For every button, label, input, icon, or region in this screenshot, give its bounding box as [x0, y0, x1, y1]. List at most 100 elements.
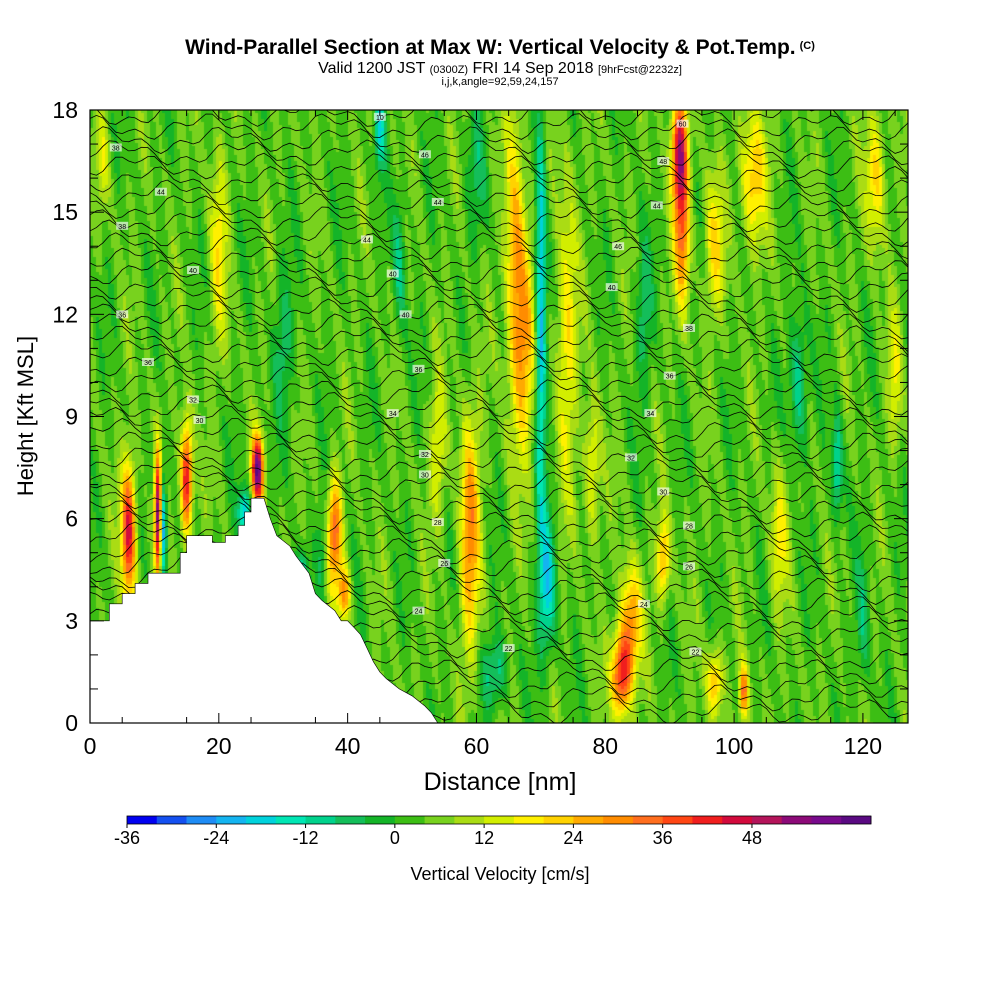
- contour-label: 44: [157, 190, 165, 197]
- theta-contour: [90, 339, 908, 367]
- colorbar-swatch: [543, 816, 574, 824]
- colorbar-swatch: [454, 816, 485, 824]
- theta-contour: [90, 192, 908, 221]
- contour-label-bg: [612, 242, 625, 251]
- contour-label: 38: [118, 224, 126, 231]
- colorbar-tick-label: 24: [563, 828, 583, 848]
- x-axis-label: Distance [nm]: [424, 768, 577, 796]
- theta-contour: [90, 431, 908, 460]
- y-axis-label: Height [Kft MSL]: [13, 336, 38, 496]
- colorbar-swatch: [305, 816, 336, 824]
- contour-label: 36: [415, 367, 423, 374]
- contour-label: 28: [685, 523, 693, 530]
- theta-contour: [90, 365, 908, 393]
- contour-label: 30: [421, 472, 429, 479]
- theta-contour: [90, 325, 908, 353]
- contour-label: 10: [376, 115, 384, 122]
- x-tick-label: 40: [335, 733, 361, 759]
- colorbar-swatch: [632, 816, 664, 824]
- contour-label-bg: [399, 310, 412, 319]
- theta-contour: [90, 479, 908, 513]
- colorbar-swatch: [603, 816, 634, 824]
- theta-contour: [90, 454, 908, 486]
- x-tick-label: 60: [464, 733, 490, 759]
- theta-contour: [90, 516, 908, 553]
- contour-label-bg: [412, 606, 425, 615]
- theta-contour: [90, 391, 908, 420]
- contour-label-bg: [193, 415, 206, 424]
- contour-label-bg: [683, 562, 696, 571]
- contour-label: 44: [653, 203, 661, 210]
- contour-label-bg: [360, 235, 373, 244]
- contour-label: 46: [614, 244, 622, 251]
- contour-label: 28: [434, 520, 442, 527]
- contour-label-bg: [438, 558, 451, 567]
- contour-label: 32: [421, 452, 429, 459]
- contour-label-bg: [187, 395, 200, 404]
- contour-label: 38: [685, 326, 693, 333]
- colorbar-frame: [126, 815, 872, 825]
- contour-label: 44: [434, 200, 442, 207]
- theta-contour: [90, 113, 908, 141]
- theta-contour: [90, 418, 908, 447]
- colorbar-swatch: [394, 816, 425, 824]
- contour-label-bg: [431, 518, 444, 527]
- terrain-profile: [89, 497, 439, 724]
- contour-label-bg: [431, 197, 444, 206]
- colorbar-swatch: [751, 816, 783, 824]
- contour-label-bg: [412, 364, 425, 373]
- contour-label-bg: [663, 371, 676, 380]
- colorbar-label: Vertical Velocity [cm/s]: [410, 864, 589, 884]
- contour-label: 30: [659, 489, 667, 496]
- contour-label-bg: [418, 470, 431, 479]
- x-tick-label: 20: [206, 733, 232, 759]
- contour-label: 26: [440, 561, 448, 568]
- contour-label: 30: [196, 418, 204, 425]
- y-tick-label: 15: [52, 199, 78, 225]
- contour-label-bg: [683, 323, 696, 332]
- contour-label: 26: [685, 564, 693, 571]
- contour-label: 48: [659, 159, 667, 166]
- copyright-mark: (C): [799, 40, 815, 52]
- contour-label: 32: [189, 397, 197, 404]
- theta-contour: [90, 311, 908, 340]
- contour-label: 32: [627, 455, 635, 462]
- x-tick-label: 0: [84, 733, 97, 759]
- colorbar-tick-label: -36: [114, 828, 140, 848]
- contour-label-bg: [418, 449, 431, 458]
- forecast-info: [9hrFcst@2232z]: [597, 64, 682, 76]
- colorbar-swatch: [484, 816, 515, 824]
- contour-label: 40: [189, 268, 197, 275]
- y-tick-label: 6: [65, 506, 78, 532]
- y-tick-label: 12: [52, 301, 78, 327]
- x-tick-label: 100: [715, 733, 753, 759]
- theta-contour: [90, 219, 908, 247]
- colorbar-swatch: [365, 816, 396, 824]
- contour-label-bg: [689, 647, 702, 656]
- contour-label-bg: [683, 521, 696, 530]
- colorbar-swatch: [662, 816, 693, 824]
- colorbar-swatch: [692, 816, 723, 824]
- contour-label-bg: [187, 266, 200, 275]
- y-tick-label: 3: [65, 608, 78, 634]
- terrain-mask: [89, 497, 439, 724]
- colorbar: -36 -24 -12 0 12 24 36 48: [114, 815, 872, 848]
- theta-contour: [90, 166, 908, 194]
- contour-label: 34: [646, 411, 654, 418]
- theta-contour: [90, 272, 908, 300]
- contour-label: 22: [692, 649, 700, 656]
- contour-label-bg: [154, 187, 167, 196]
- colorbar-swatch: [127, 816, 158, 824]
- theta-contour: [90, 298, 908, 327]
- colorbar-tick-label: -24: [203, 828, 229, 848]
- colorbar-swatch: [781, 816, 812, 824]
- contour-label: 24: [415, 609, 423, 616]
- theta-contour: [90, 232, 908, 260]
- theta-contour: [96, 110, 898, 127]
- contour-label-bg: [386, 409, 399, 418]
- contour-label-bg: [657, 157, 670, 166]
- theta-contour: [90, 466, 908, 500]
- theta-contour: [90, 351, 908, 380]
- colorbar-tick-label: -12: [293, 828, 319, 848]
- contour-label: 40: [389, 271, 397, 278]
